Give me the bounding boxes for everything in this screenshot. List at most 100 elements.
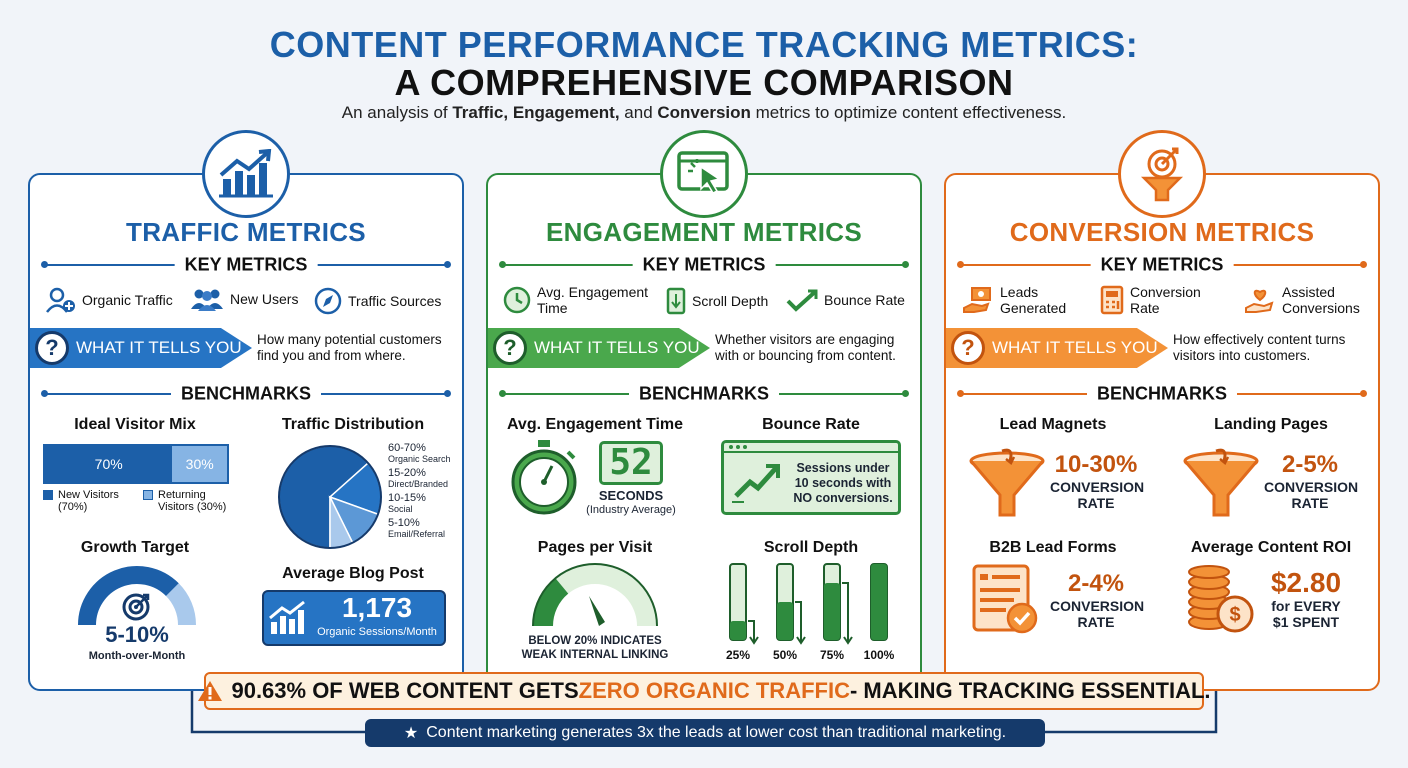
conversion-benchmarks-rule: BENCHMARKS bbox=[957, 383, 1367, 405]
eng-time-unit: SECONDS bbox=[598, 488, 664, 503]
pages-per-visit-gauge bbox=[532, 563, 658, 627]
legend-returning-visitors: Returning Visitors (30%) bbox=[143, 489, 239, 513]
clock-icon bbox=[503, 286, 531, 314]
growth-chart-icon bbox=[268, 600, 308, 641]
pie-legend-social: 10-15% Social bbox=[388, 492, 426, 515]
growth-target-gauge bbox=[78, 566, 196, 626]
calculator-icon bbox=[1100, 285, 1124, 315]
scroll-bar-label: 50% bbox=[773, 648, 797, 662]
conversion-what-text: How effectively content turns visitors i… bbox=[1173, 332, 1346, 363]
eng-time-title: Avg. Engagement Time bbox=[506, 416, 684, 433]
lead-magnets-value: 10-30% bbox=[1054, 451, 1138, 478]
eng-time-value: 52 bbox=[599, 441, 663, 485]
stopwatch-icon bbox=[506, 438, 582, 523]
gauge-outline bbox=[532, 563, 658, 627]
scroll-depth-chart: 25% 50% 75% 100% bbox=[726, 563, 895, 662]
pie-legend-organic: 60-70% Organic Search bbox=[388, 442, 451, 465]
conversion-metric-leads: Leads Generated bbox=[962, 284, 1080, 316]
engagement-benchmarks-rule: BENCHMARKS bbox=[499, 383, 909, 405]
traffic-metric-organic: Organic Traffic bbox=[46, 287, 173, 313]
blog-post-title: Average Blog Post bbox=[282, 565, 424, 582]
bottom-note-text: Content marketing generates 3x the leads… bbox=[426, 724, 1007, 741]
engagement-key-metrics-rule: KEY METRICS bbox=[499, 254, 909, 276]
scroll-arrow-icon bbox=[842, 582, 853, 645]
scroll-bar-fill bbox=[871, 564, 887, 640]
pie-legend-direct: 15-20% Direct/Branded bbox=[388, 467, 449, 490]
traffic-title: TRAFFIC METRICS bbox=[126, 217, 366, 247]
content-roi-caption: for EVERY $1 SPENT bbox=[1271, 598, 1341, 630]
conversion-title: CONVERSION METRICS bbox=[1009, 217, 1315, 247]
gauge-fill bbox=[78, 566, 179, 626]
visitor-mix-new-segment: 70% bbox=[45, 446, 173, 482]
cursor-click-icon bbox=[660, 130, 748, 218]
scroll-depth-title: Scroll Depth bbox=[763, 539, 859, 556]
question-icon: ? bbox=[951, 331, 985, 365]
page-title: CONTENT PERFORMANCE TRACKING METRICS: bbox=[269, 24, 1139, 65]
scroll-bar-label: 100% bbox=[864, 648, 895, 662]
page-subtitle: An analysis of Traffic, Engagement, and … bbox=[341, 103, 1067, 122]
heart-hand-icon bbox=[1244, 286, 1276, 314]
scroll-arrow-icon bbox=[748, 620, 759, 645]
compass-icon bbox=[314, 287, 342, 315]
bottom-note: ★ Content marketing generates 3x the lead… bbox=[365, 719, 1045, 747]
scroll-bar-fill bbox=[824, 583, 840, 640]
b2b-forms-caption: CONVERSION RATE bbox=[1050, 598, 1145, 630]
conversion-key-metrics-rule: KEY METRICS bbox=[957, 254, 1367, 276]
lead-magnets-caption: CONVERSION RATE bbox=[1050, 479, 1145, 511]
scroll-bar-fill bbox=[777, 602, 793, 640]
b2b-forms-value: 2-4% bbox=[1067, 570, 1125, 597]
content-roi-value: $2.80 bbox=[1270, 567, 1342, 598]
question-icon: ? bbox=[493, 331, 527, 365]
engagement-metric-bounce: Bounce Rate bbox=[786, 287, 905, 313]
traffic-what-text: How many potential customers find you an… bbox=[257, 332, 442, 363]
lead-magnets-title: Lead Magnets bbox=[999, 416, 1107, 433]
gauge-track bbox=[165, 583, 196, 626]
engagement-metric-scroll: Scroll Depth bbox=[666, 287, 768, 315]
warning-banner: 90.63% OF WEB CONTENT GETS ZERO ORGANIC … bbox=[198, 672, 1211, 710]
pie-legend-email: 5-10% Email/Referral bbox=[388, 517, 446, 540]
growth-target-value: 5-10% bbox=[105, 622, 169, 647]
check-trend-icon bbox=[786, 287, 818, 313]
engagement-metric-time: Avg. Engagement Time bbox=[503, 284, 663, 316]
conversion-metric-rate: Conversion Rate bbox=[1100, 284, 1218, 316]
visitor-mix-title: Ideal Visitor Mix bbox=[74, 416, 196, 433]
content-roi-title: Average Content ROI bbox=[1190, 539, 1352, 556]
blog-post-caption: Organic Sessions/Month bbox=[317, 626, 437, 638]
gauge-low-zone bbox=[533, 578, 569, 627]
question-icon: ? bbox=[35, 331, 69, 365]
conversion-metric-assisted: Assisted Conversions bbox=[1244, 284, 1374, 316]
traffic-distribution-legend: 60-70% Organic Search 15-20% Direct/Brande… bbox=[388, 443, 460, 540]
traffic-distribution-title: Traffic Distribution bbox=[281, 416, 425, 433]
landing-pages-caption: CONVERSION RATE bbox=[1264, 479, 1359, 511]
page-title-line2: A COMPREHENSIVE COMPARISON bbox=[394, 62, 1014, 103]
visitor-mix-returning-segment: 30% bbox=[172, 446, 227, 482]
hand-money-icon bbox=[962, 286, 994, 314]
funnel-icon bbox=[968, 447, 1046, 524]
svg-text:$: $ bbox=[1229, 604, 1240, 626]
target-funnel-icon bbox=[1118, 130, 1206, 218]
scroll-arrow-icon bbox=[795, 601, 806, 645]
engagement-title: ENGAGEMENT METRICS bbox=[546, 217, 862, 247]
pages-per-visit-caption: BELOW 20% INDICATES WEAK INTERNAL LINKING bbox=[521, 635, 669, 661]
landing-pages-value: 2-5% bbox=[1281, 451, 1339, 478]
growth-target-caption: Month-over-Month bbox=[88, 650, 186, 662]
b2b-forms-title: B2B Lead Forms bbox=[989, 539, 1117, 556]
warning-text-a: 90.63% OF WEB CONTENT GETS bbox=[231, 678, 579, 703]
legend-new-visitors: New Visitors (70%) bbox=[43, 489, 133, 513]
star-icon: ★ bbox=[403, 725, 419, 742]
warning-text-c: - MAKING TRACKING ESSENTIAL. bbox=[849, 678, 1211, 703]
warning-text-highlight: ZERO ORGANIC TRAFFIC bbox=[578, 678, 850, 703]
growth-target-title: Growth Target bbox=[80, 539, 190, 556]
bar-chart-trend-icon bbox=[202, 130, 290, 218]
eng-time-caption: (Industry Average) bbox=[586, 504, 676, 516]
form-check-icon bbox=[970, 562, 1042, 641]
scroll-bar-label: 75% bbox=[820, 648, 844, 662]
gauge-needle bbox=[589, 596, 605, 626]
bounce-rate-text: Sessions under 10 seconds with NO conver… bbox=[793, 461, 893, 505]
funnel-icon bbox=[1182, 447, 1260, 524]
blog-post-value: 1,173 bbox=[341, 592, 413, 623]
user-plus-icon bbox=[46, 287, 76, 313]
blog-post-card bbox=[262, 590, 446, 646]
engagement-what-text: Whether visitors are engaging with or bo… bbox=[715, 332, 896, 363]
